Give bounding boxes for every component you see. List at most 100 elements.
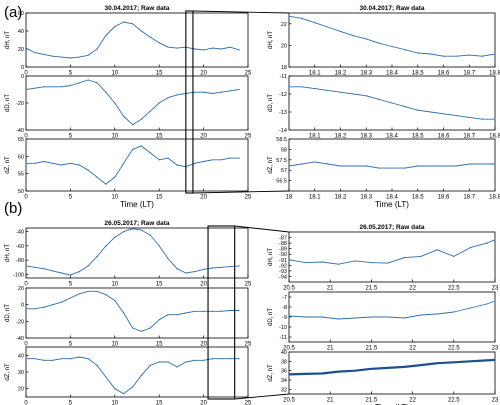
data-point [43, 268, 45, 270]
data-point [203, 160, 205, 163]
series-line [26, 290, 240, 332]
data-point [229, 46, 231, 48]
x-tick-label: 20 [200, 282, 207, 288]
data-point [314, 88, 316, 90]
y-tick-label: -89 [279, 247, 287, 253]
data-point [132, 327, 134, 329]
data-point [158, 245, 160, 247]
data-point [176, 366, 178, 368]
data-point [436, 362, 438, 364]
data-point [149, 234, 151, 236]
data-point [176, 164, 178, 166]
x-tick-label: 0 [24, 71, 28, 77]
y-tick-label: -93 [279, 269, 287, 275]
data-point [229, 157, 231, 159]
zoom-connector [234, 225, 290, 233]
plot-frame [25, 138, 249, 192]
data-point [391, 102, 393, 104]
y-tick-label: -11 [279, 335, 287, 341]
y-tick-label: 32 [281, 387, 287, 393]
chart-title: 26.05.2017; Raw data [359, 224, 424, 231]
x-tick-label: 25 [245, 342, 252, 348]
data-point [387, 316, 389, 318]
data-point [442, 165, 445, 167]
y-tick-label: -100 [13, 272, 24, 278]
x-tick-label: 10 [111, 401, 118, 405]
data-point [494, 53, 496, 55]
plot-frame [288, 12, 496, 68]
data-point [453, 311, 455, 313]
data-point [404, 167, 406, 169]
data-point [34, 162, 36, 164]
data-point [69, 274, 71, 276]
data-point [229, 266, 231, 268]
data-point [455, 115, 457, 117]
data-point [96, 48, 98, 50]
data-point [123, 231, 125, 233]
plot-frame [25, 287, 249, 339]
chart-a-dD-day: dD, nT 0 5 10 15 20 25 -40 -20 0 [5, 74, 252, 140]
y-axis-label: dH, nT [268, 31, 274, 49]
data-point [327, 26, 329, 28]
x-tick-label: 20.5 [283, 286, 295, 292]
data-point [105, 376, 107, 378]
data-point [96, 364, 98, 366]
data-point [370, 262, 372, 264]
data-point [481, 163, 483, 165]
data-point [194, 91, 196, 93]
y-tick-label: 65 [18, 137, 24, 143]
data-point [365, 165, 367, 167]
x-tick-label: 10 [111, 134, 118, 140]
data-point [203, 91, 205, 93]
data-point [301, 17, 303, 19]
data-point [238, 49, 240, 51]
data-point [494, 118, 496, 120]
x-tick-label: 18.3 [360, 71, 372, 77]
chart-b-dZ-zoom: dZ, nT 20.5 21 21.5 22 22.5 23 32 34 36 38 40 Time (… [268, 350, 499, 405]
data-point [486, 359, 488, 361]
data-point [220, 310, 222, 312]
data-point [25, 265, 27, 267]
data-point [203, 359, 205, 361]
data-point [194, 271, 196, 273]
data-point [149, 36, 151, 38]
data-point [211, 159, 214, 161]
x-tick-label: 18.1 [309, 134, 321, 140]
y-tick-label: -13 [279, 110, 287, 116]
zoom-connector [192, 190, 290, 194]
series-line [25, 228, 240, 276]
y-tick-label: 0 [21, 303, 24, 309]
data-point [352, 165, 354, 167]
data-point [417, 165, 419, 167]
chart-a-dZ-zoom: dZ, nT 18 18.1 18.2 18.3 18.4 18.5 18.6 18.7 18.8… [268, 137, 500, 209]
data-point [105, 294, 107, 296]
y-tick-label: 22 [281, 22, 287, 28]
data-point [354, 317, 356, 319]
x-tick-label: 5 [69, 134, 73, 140]
y-tick-label: 40 [281, 350, 287, 356]
data-point [167, 46, 169, 48]
x-tick-label: 5 [69, 401, 73, 405]
y-tick-label: -60 [16, 244, 24, 250]
data-point [469, 247, 471, 249]
x-tick-label: 10 [111, 195, 118, 201]
data-point [185, 361, 187, 363]
y-axis-label: dZ, nT [5, 156, 11, 174]
data-point [494, 163, 496, 165]
series-line [26, 356, 240, 395]
plot-frame [25, 12, 249, 68]
data-point [220, 48, 222, 50]
data-point [314, 161, 316, 163]
data-point [453, 361, 455, 363]
x-tick-label: 5 [69, 195, 73, 201]
data-point [158, 159, 160, 161]
y-axis-label: dH, nT [268, 248, 274, 266]
data-point [229, 90, 231, 92]
data-point [167, 97, 169, 99]
data-point [25, 358, 27, 360]
x-tick-label: 0 [24, 134, 28, 140]
x-tick-label: 18.7 [463, 71, 475, 77]
data-point [176, 268, 178, 270]
x-tick-label: 21.5 [366, 346, 378, 352]
data-point [442, 113, 445, 115]
